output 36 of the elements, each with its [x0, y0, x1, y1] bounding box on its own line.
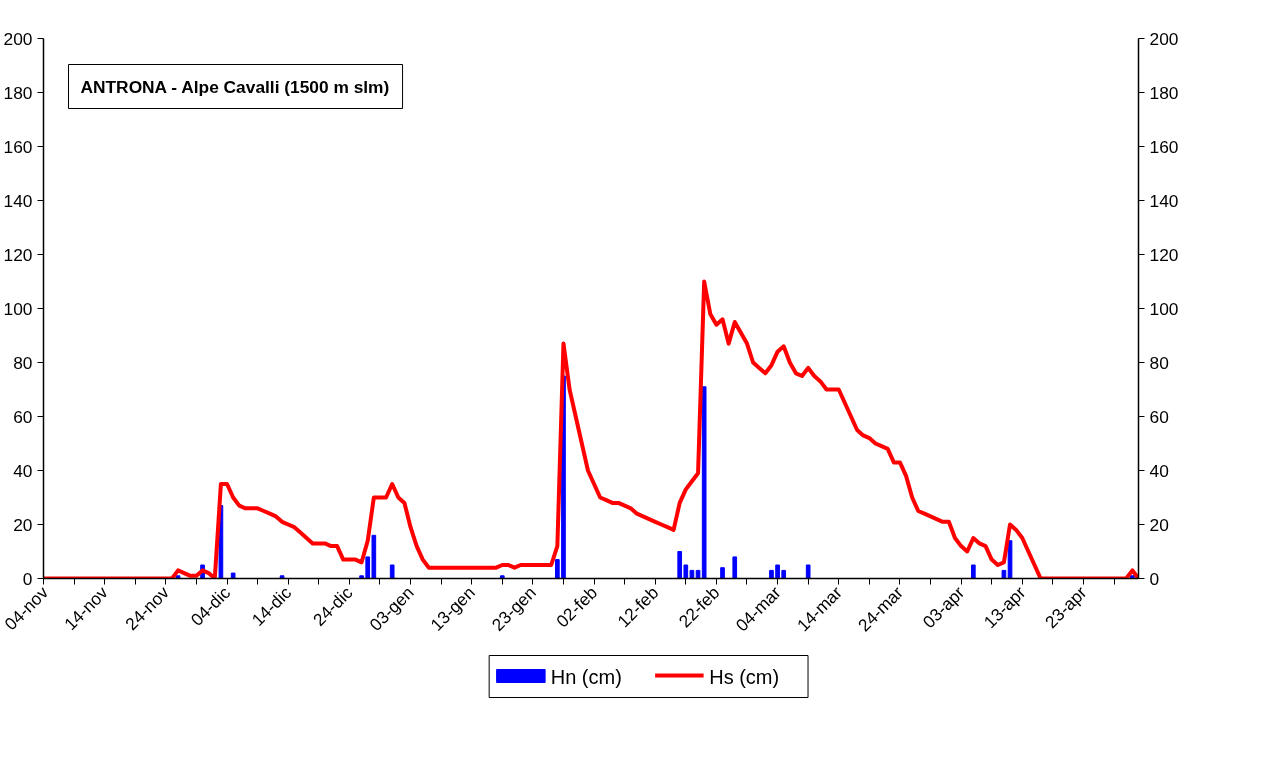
text: ANTRONA - Alpe Cavalli (1500 m slm)	[80, 76, 390, 97]
y2-tick-label: 180	[1149, 82, 1179, 103]
bar	[1007, 540, 1013, 579]
bar	[720, 567, 725, 579]
y-tick-label: 140	[3, 190, 33, 211]
y-tick-label: 60	[13, 406, 33, 427]
y2-tick-label: 20	[1149, 514, 1169, 535]
y2-tick-label: 120	[1149, 244, 1179, 265]
bar	[175, 575, 181, 579]
bar	[499, 575, 505, 579]
legend-label: Hs (cm)	[709, 665, 780, 688]
bar	[971, 564, 976, 579]
y2-tick-label: 200	[1149, 28, 1179, 49]
bar	[732, 556, 738, 579]
y2-tick-label: 0	[1149, 568, 1160, 589]
y-tick-label: 100	[3, 298, 33, 319]
y-tick-label: 80	[13, 352, 33, 373]
y2-tick-label: 60	[1149, 406, 1169, 427]
bar	[805, 564, 811, 579]
bar	[1001, 569, 1007, 579]
bar	[389, 564, 395, 579]
y-tick-label: 20	[13, 514, 33, 535]
bar	[279, 575, 285, 579]
y-tick-label: 180	[3, 82, 33, 103]
y2-tick-label: 140	[1149, 190, 1179, 211]
legend-label: Hn (cm)	[550, 665, 622, 688]
y-tick-label: 200	[3, 28, 33, 49]
y2-tick-label: 160	[1149, 136, 1179, 157]
y-tick-label: 160	[3, 136, 33, 157]
y2-tick-label: 40	[1149, 460, 1169, 481]
y2-tick-label: 100	[1149, 298, 1179, 319]
y-tick-label: 120	[3, 244, 33, 265]
y2-tick-label: 80	[1149, 352, 1169, 373]
y-tick-label: 0	[22, 568, 33, 589]
bar	[230, 572, 236, 579]
y-tick-label: 40	[13, 460, 33, 481]
